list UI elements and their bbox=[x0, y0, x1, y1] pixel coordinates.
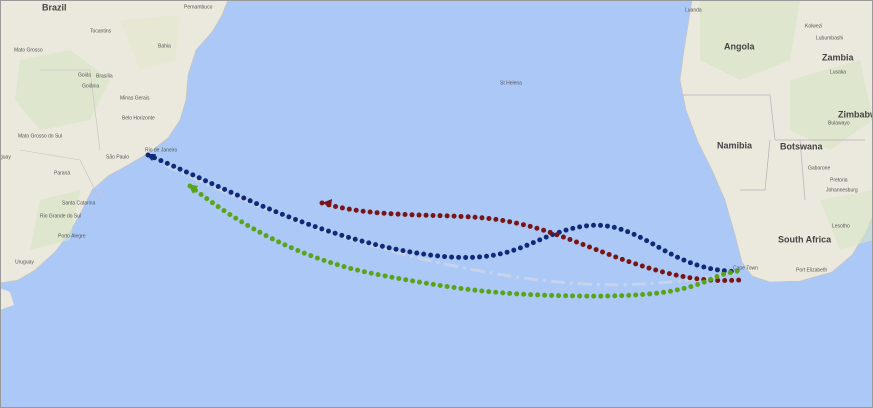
map-label: Rio de Janeiro bbox=[145, 147, 177, 153]
arrow-green bbox=[188, 184, 198, 194]
map-label: Angola bbox=[724, 41, 755, 51]
map-label: St Helena bbox=[500, 80, 522, 86]
map-label: Namibia bbox=[717, 140, 753, 150]
vegetation bbox=[820, 190, 873, 250]
borders bbox=[19, 69, 101, 201]
route-direct bbox=[164, 163, 741, 287]
map-label: guay bbox=[0, 154, 11, 160]
map-label: Botswana bbox=[780, 141, 824, 151]
map-label: Cape Town bbox=[733, 265, 758, 271]
vegetation bbox=[120, 15, 180, 70]
map-label: Tocantins bbox=[90, 28, 112, 34]
map-label: Uruguay bbox=[15, 259, 34, 265]
map-label: Johannesburg bbox=[826, 187, 858, 193]
map-label: Luanda bbox=[685, 7, 702, 13]
map-label: Gaborone bbox=[808, 165, 830, 171]
map-label: Lesotho bbox=[832, 223, 850, 229]
land-fragment bbox=[0, 288, 14, 310]
map-label: Goiás bbox=[78, 72, 92, 78]
map-label: Brazil bbox=[42, 2, 67, 12]
map-label: Zambia bbox=[822, 52, 855, 62]
map-label: Kolwezi bbox=[805, 23, 822, 29]
route-blue bbox=[145, 152, 741, 275]
map-label: Goiânia bbox=[82, 83, 99, 89]
map-label: Minas Gerais bbox=[120, 95, 150, 101]
map-label: Brasília bbox=[96, 73, 113, 79]
map-label: Pernambuco bbox=[184, 4, 213, 10]
borders bbox=[683, 94, 865, 201]
map-label: Mato Grosso bbox=[14, 47, 43, 53]
map-label: Santa Catarina bbox=[62, 200, 96, 206]
map-label: Zimbabwe bbox=[838, 109, 873, 119]
vegetation bbox=[790, 60, 873, 150]
map-label: Port Elizabeth bbox=[796, 267, 827, 273]
map-label: Belo Horizonte bbox=[122, 115, 155, 121]
map-label: Rio Grande do Sul bbox=[40, 213, 81, 219]
map-label: Lubumbashi bbox=[816, 35, 843, 41]
vegetation bbox=[30, 190, 80, 250]
vegetation bbox=[700, 0, 800, 80]
map-label: Lusaka bbox=[830, 69, 846, 75]
map-label: Pretoria bbox=[830, 177, 848, 183]
arrow-blue bbox=[146, 154, 156, 161]
arrow-red bbox=[322, 199, 332, 207]
map-label: Paraná bbox=[54, 170, 70, 176]
route-red bbox=[319, 200, 743, 284]
map-label: Bulawayo bbox=[828, 120, 850, 126]
map-label: São Paulo bbox=[106, 154, 129, 160]
map-label: Mato Grosso do Sul bbox=[18, 133, 62, 139]
route-green bbox=[187, 183, 745, 299]
map-label: Bahia bbox=[158, 43, 171, 49]
map-label: Porto Alegre bbox=[58, 233, 86, 239]
map-label: South Africa bbox=[778, 234, 832, 244]
